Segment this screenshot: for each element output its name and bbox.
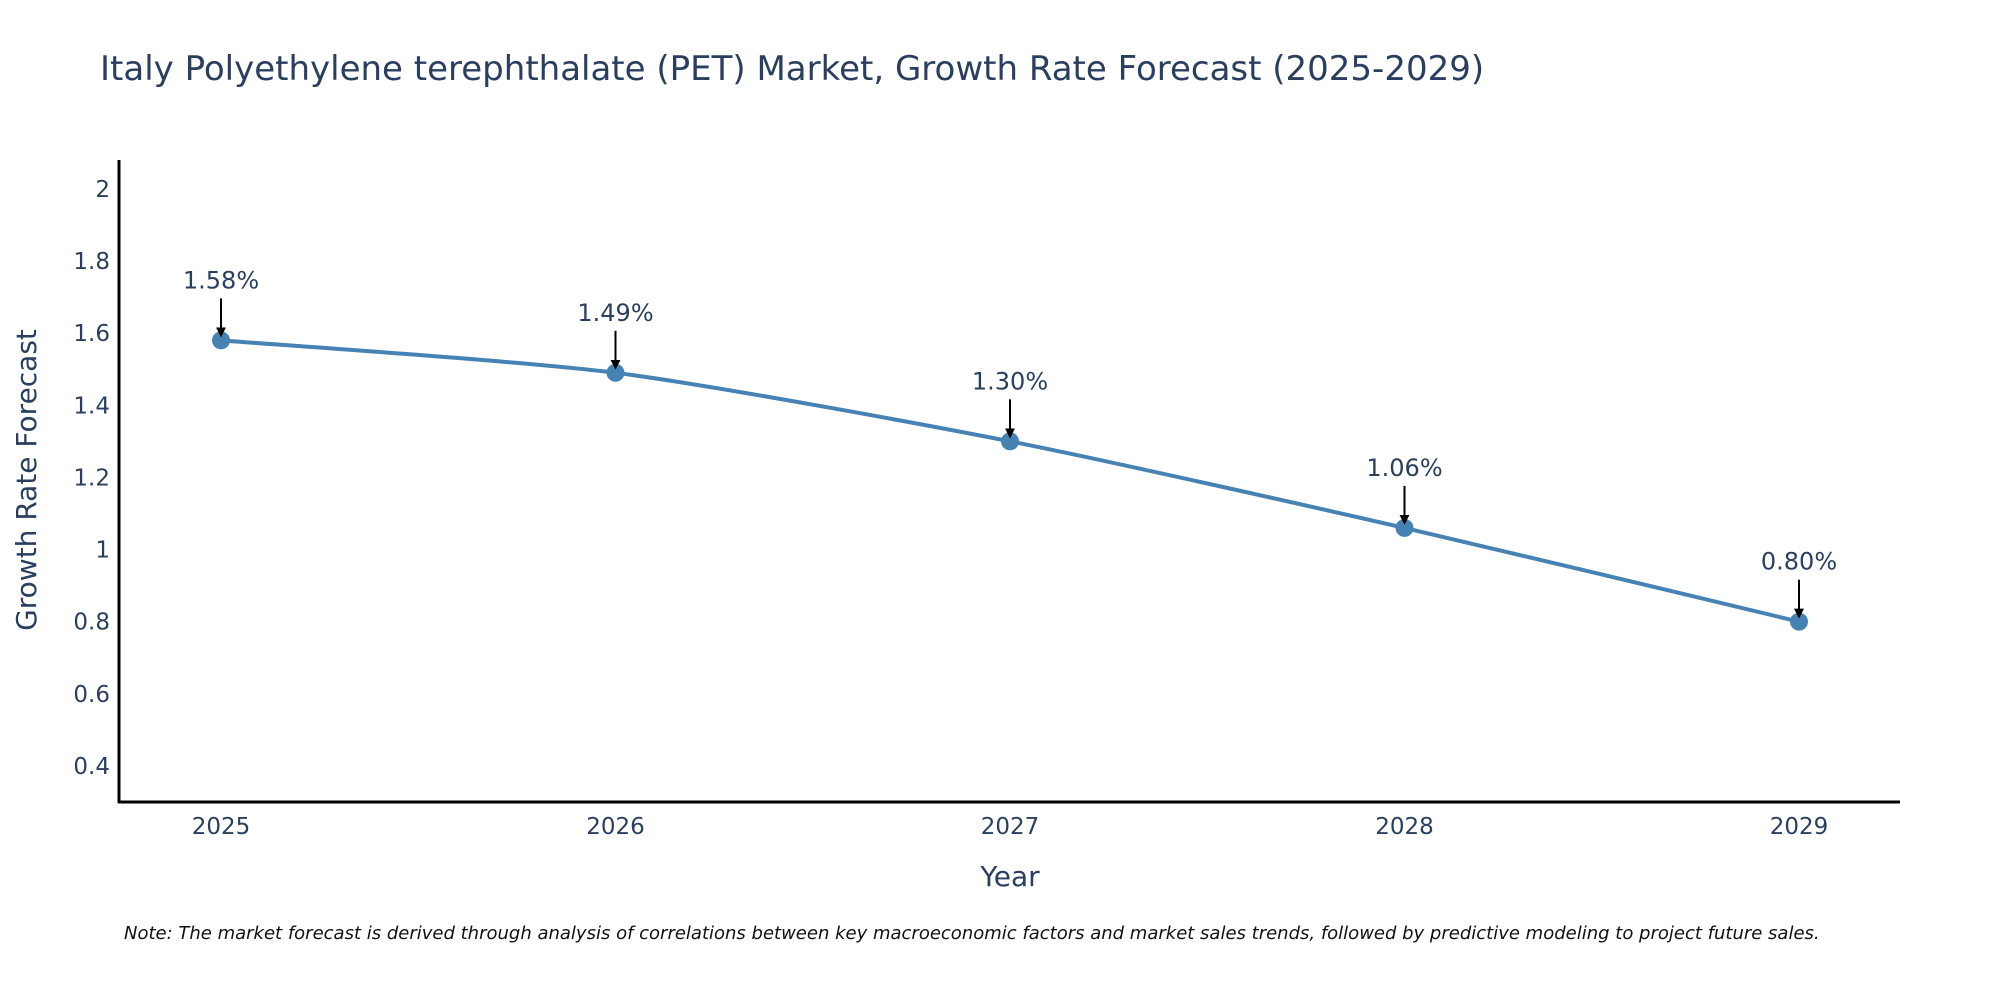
y-tick-label: 1.4 bbox=[73, 393, 110, 419]
x-tick-label: 2027 bbox=[981, 814, 1040, 840]
y-tick-label: 0.8 bbox=[73, 610, 110, 636]
data-annotations: 1.58% 1.49% 1.30% 1.06% 0.80% bbox=[183, 266, 1837, 619]
data-label: 0.80% bbox=[1761, 548, 1837, 576]
data-point-2026 bbox=[606, 363, 625, 382]
x-axis-ticks: 2025 2026 2027 2028 2029 bbox=[192, 814, 1829, 840]
y-tick-label: 0.4 bbox=[73, 754, 110, 780]
y-tick-label: 0.6 bbox=[73, 682, 110, 708]
data-point-2028 bbox=[1395, 518, 1414, 537]
y-tick-label: 1 bbox=[95, 538, 110, 564]
data-point-2029 bbox=[1790, 612, 1808, 631]
data-label: 1.30% bbox=[972, 367, 1048, 395]
data-label: 1.49% bbox=[577, 299, 653, 327]
x-tick-label: 2029 bbox=[1770, 814, 1829, 840]
footnote: Note: The market forecast is derived thr… bbox=[124, 923, 1820, 944]
y-tick-label: 1.6 bbox=[73, 321, 110, 347]
data-point-2027 bbox=[1001, 432, 1019, 451]
y-axis-title: Growth Rate Forecast bbox=[10, 329, 43, 631]
x-tick-label: 2026 bbox=[586, 814, 645, 840]
data-label: 1.06% bbox=[1366, 454, 1442, 482]
data-point-2025 bbox=[212, 331, 230, 350]
y-tick-label: 1.8 bbox=[73, 249, 110, 275]
y-tick-label: 2 bbox=[95, 177, 110, 203]
chart-title: Italy Polyethylene terephthalate (PET) M… bbox=[100, 49, 1484, 89]
x-axis-title: Year bbox=[979, 860, 1040, 893]
y-tick-label: 1.2 bbox=[73, 465, 110, 491]
data-label: 1.58% bbox=[183, 266, 259, 294]
y-axis-ticks: 0.4 0.6 0.8 1 1.2 1.4 1.6 1.8 2 bbox=[73, 177, 110, 780]
x-tick-label: 2025 bbox=[192, 814, 251, 840]
x-tick-label: 2028 bbox=[1375, 814, 1434, 840]
